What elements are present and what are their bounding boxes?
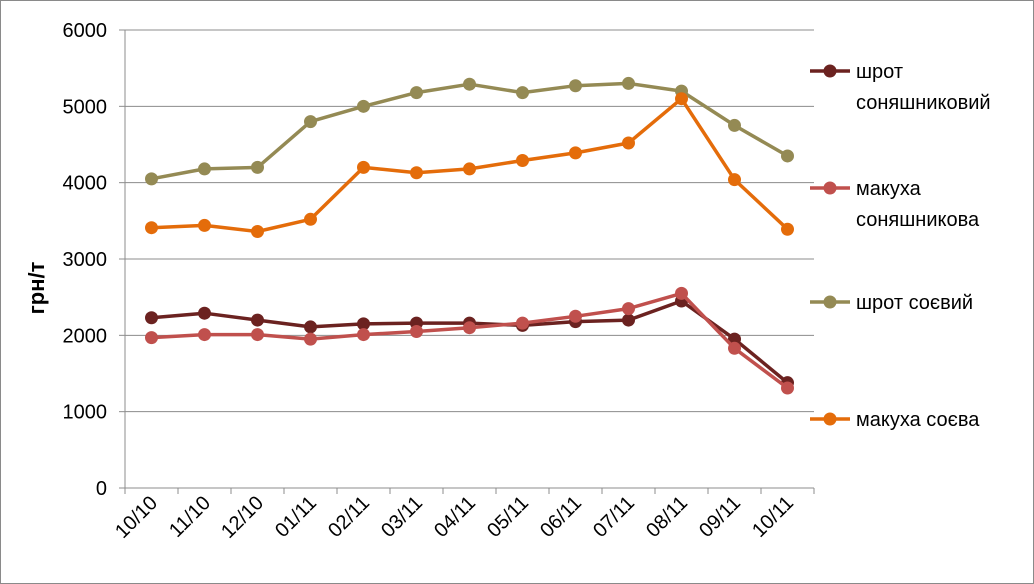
- data-point: [622, 302, 635, 316]
- x-tick-label: 03/11: [377, 492, 427, 542]
- x-tick-label: 02/11: [324, 492, 374, 542]
- data-point: [410, 166, 423, 180]
- data-point: [251, 328, 264, 342]
- x-tick-label: 04/11: [430, 492, 480, 542]
- legend-entry: макуха соняшникова: [810, 178, 980, 231]
- data-point: [781, 222, 794, 236]
- data-point: [198, 306, 211, 320]
- data-point: [251, 225, 264, 239]
- legend-swatch-marker: [823, 64, 837, 78]
- y-tick-label: 3000: [63, 249, 108, 271]
- data-point: [410, 325, 423, 339]
- data-point: [304, 115, 317, 129]
- data-point: [728, 173, 741, 187]
- y-tick-label: 1000: [63, 402, 108, 424]
- data-point: [569, 146, 582, 160]
- data-point: [145, 311, 158, 325]
- data-point: [251, 313, 264, 327]
- data-point: [463, 321, 476, 335]
- series: [145, 286, 794, 395]
- y-axis-label: грн/т: [24, 261, 49, 314]
- data-point: [145, 172, 158, 186]
- legend-entry: шрот соєвий: [810, 292, 973, 314]
- data-point: [357, 328, 370, 342]
- data-point: [198, 328, 211, 342]
- data-point: [728, 332, 741, 346]
- x-tick-label: 05/11: [483, 492, 533, 542]
- legend-swatch-marker: [823, 181, 837, 195]
- data-point: [145, 331, 158, 345]
- data-point: [145, 221, 158, 235]
- data-point: [622, 136, 635, 150]
- data-point: [304, 320, 317, 334]
- legend: шрот соняшниковий макуха соняшникова шрот со…: [810, 61, 991, 431]
- y-tick-label: 2000: [63, 325, 108, 347]
- data-point: [198, 162, 211, 176]
- data-point: [516, 154, 529, 168]
- data-point: [728, 118, 741, 132]
- data-point: [357, 160, 370, 174]
- series-line: [151, 299, 789, 385]
- data-point: [198, 218, 211, 232]
- series: [145, 76, 794, 186]
- data-point: [463, 162, 476, 176]
- data-point: [357, 99, 370, 113]
- data-point: [622, 313, 635, 327]
- data-point: [410, 86, 423, 100]
- data-point: [622, 76, 635, 90]
- data-point: [569, 309, 582, 323]
- data-point: [251, 160, 264, 174]
- series-group: [145, 76, 794, 395]
- legend-swatch-marker: [823, 295, 837, 309]
- data-point: [781, 381, 794, 395]
- data-point: [304, 332, 317, 346]
- data-point: [357, 317, 370, 331]
- x-tick-label: 07/11: [589, 492, 639, 542]
- x-tick-label: 12/10: [217, 492, 268, 543]
- legend-label: шрот соєвий: [856, 292, 973, 314]
- legend-label: шрот: [856, 61, 903, 83]
- data-point: [304, 212, 317, 226]
- data-point: [569, 79, 582, 93]
- x-tick-label: 11/10: [165, 492, 215, 542]
- y-tick-label: 5000: [63, 96, 108, 118]
- x-tick-label: 08/11: [642, 492, 692, 542]
- x-tick-labels: 10/10 11/10 12/10 01/11 02/11 03/11 04/11 05/11…: [111, 492, 798, 543]
- data-point: [675, 286, 688, 300]
- axes: [119, 29, 815, 494]
- data-point: [675, 92, 688, 106]
- legend-entry: макуха соєва: [810, 409, 980, 431]
- x-tick-label: 10/11: [748, 492, 798, 542]
- data-point: [516, 316, 529, 330]
- x-tick-label: 01/11: [271, 492, 321, 542]
- legend-label: соняшниковий: [856, 92, 991, 114]
- y-tick-label: 4000: [63, 173, 108, 195]
- x-tick-label: 09/11: [695, 492, 745, 542]
- legend-label: макуха: [856, 178, 922, 200]
- y-tick-labels: 0 1000 2000 3000 4000 5000 6000: [63, 20, 108, 500]
- x-tick-label: 10/10: [111, 492, 162, 543]
- series: [145, 92, 794, 239]
- y-tick-label: 0: [96, 478, 107, 500]
- legend-label: макуха соєва: [856, 409, 980, 431]
- legend-swatch-marker: [823, 412, 837, 426]
- data-point: [516, 86, 529, 100]
- legend-entry: шрот соняшниковий: [810, 61, 991, 114]
- y-tick-label: 6000: [63, 20, 108, 42]
- data-point: [463, 77, 476, 91]
- x-tick-label: 06/11: [536, 492, 586, 542]
- legend-label: соняшникова: [856, 209, 980, 231]
- data-point: [728, 341, 741, 355]
- data-point: [781, 149, 794, 163]
